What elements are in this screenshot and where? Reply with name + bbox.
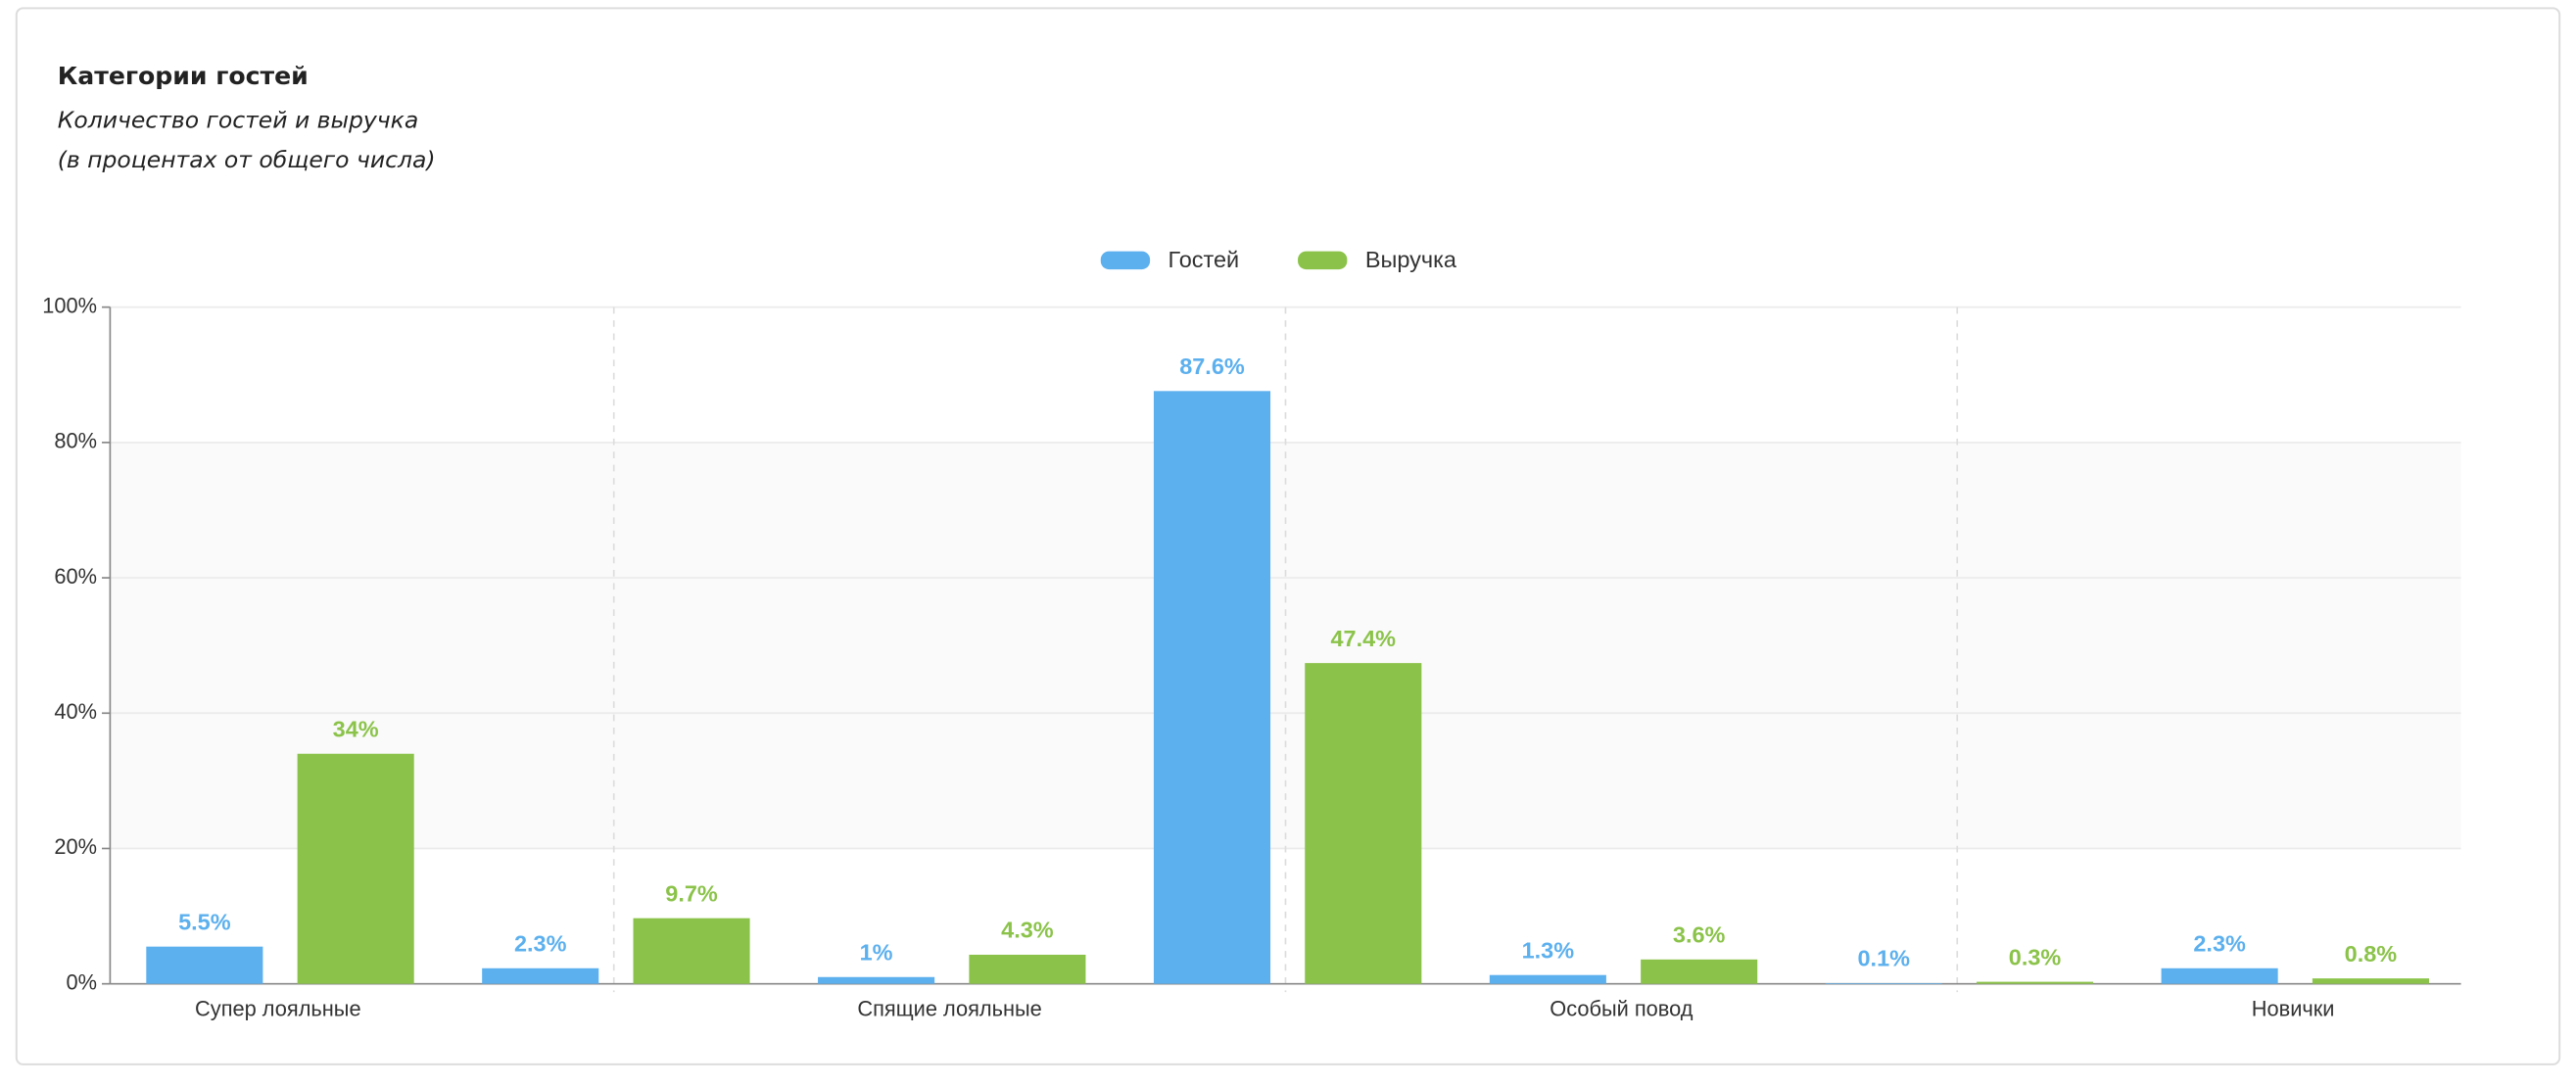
bar (1489, 974, 1606, 984)
bar (633, 918, 750, 984)
bar (1641, 959, 1758, 984)
value-label: 34% (333, 716, 379, 741)
chart-title: Категории гостей (58, 62, 309, 90)
value-label: 3.6% (1673, 922, 1726, 948)
value-label: 9.7% (665, 880, 718, 906)
bar (297, 753, 414, 984)
x-tick-label: Особый повод (1550, 996, 1693, 1020)
bar (1825, 982, 1942, 984)
bar (1153, 391, 1271, 984)
bar (1305, 663, 1422, 984)
y-tick-label: 0% (66, 969, 97, 994)
value-label: 5.5% (178, 909, 231, 934)
bar (2312, 978, 2429, 984)
value-label: 87.6% (1179, 354, 1245, 379)
value-label: 47.4% (1331, 626, 1397, 651)
y-tick-label: 80% (54, 429, 97, 453)
value-label: 1% (860, 939, 893, 965)
y-tick-label: 20% (54, 834, 97, 859)
legend-label: Гостей (1169, 247, 1240, 272)
bar (969, 954, 1086, 984)
bar (146, 946, 263, 984)
bar (482, 967, 599, 984)
y-tick-label: 40% (54, 699, 97, 724)
value-label: 4.3% (1001, 918, 1054, 943)
y-tick-label: 60% (54, 564, 97, 589)
bar (818, 976, 935, 984)
legend-label: Выручка (1365, 247, 1457, 272)
y-tick-label: 100% (42, 293, 97, 317)
bar (2161, 967, 2278, 984)
chart-subtitle: (в процентах от общего числа) (58, 146, 436, 173)
value-label: 0.3% (2009, 944, 2062, 969)
value-label: 0.1% (1857, 946, 1910, 971)
x-tick-label: Новички (2252, 996, 2335, 1020)
x-tick-label: Спящие лояльные (857, 996, 1041, 1020)
value-label: 0.8% (2345, 941, 2398, 967)
value-label: 2.3% (514, 931, 567, 957)
bar (1977, 981, 2094, 984)
x-tick-label: Супер лояльные (195, 996, 361, 1020)
chart-subtitle: Количество гостей и выручка (58, 107, 419, 134)
legend-swatch (1298, 251, 1348, 270)
legend-swatch (1100, 251, 1151, 270)
value-label: 2.3% (2193, 931, 2246, 957)
value-label: 1.3% (1522, 937, 1575, 963)
